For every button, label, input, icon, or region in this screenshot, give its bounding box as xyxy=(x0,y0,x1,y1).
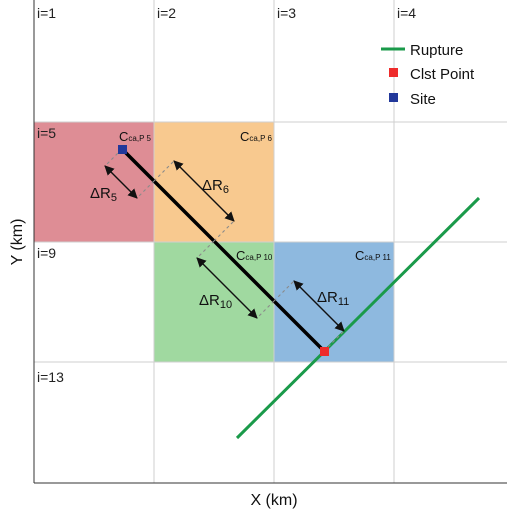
grid-label-i3: i=3 xyxy=(277,5,296,21)
y-axis-label: Y (km) xyxy=(9,219,26,266)
site-to-closest-point-line xyxy=(120,147,326,353)
x-axis-label: X (km) xyxy=(250,492,297,509)
legend-rupture-label: Rupture xyxy=(410,42,463,59)
grid-label-i4: i=4 xyxy=(397,5,416,21)
grid-label-i9: i=9 xyxy=(37,245,56,261)
cell-label-p6: Cca,P 6 xyxy=(240,129,272,144)
cell-label-p11: Cca,P 11 xyxy=(355,248,391,263)
distance-label-r6: ΔR6 xyxy=(202,177,229,196)
distance-arrows xyxy=(104,160,345,332)
cell-label-p10: Cca,P 10 xyxy=(236,248,273,263)
legend-closest-point-label: Clst Point xyxy=(410,66,475,83)
distance-label-r11: ΔR11 xyxy=(317,289,349,308)
distance-label-r10: ΔR10 xyxy=(199,292,232,311)
legend-closest-point-swatch xyxy=(389,68,398,77)
projection-guides xyxy=(104,148,345,352)
grid-label-i13: i=13 xyxy=(37,369,64,385)
closest-point-marker xyxy=(320,347,329,356)
legend: Rupture Clst Point Site xyxy=(381,42,475,108)
rupture-line xyxy=(235,196,481,440)
grid-label-i1: i=1 xyxy=(37,5,56,21)
distance-label-r5: ΔR5 xyxy=(90,185,117,204)
cell-label-p5: Cca,P 5 xyxy=(119,129,151,144)
site-marker xyxy=(118,145,127,154)
legend-site-swatch xyxy=(389,93,398,102)
grid-label-i5: i=5 xyxy=(37,125,56,141)
legend-site-label: Site xyxy=(410,91,436,108)
grid-label-i2: i=2 xyxy=(157,5,176,21)
